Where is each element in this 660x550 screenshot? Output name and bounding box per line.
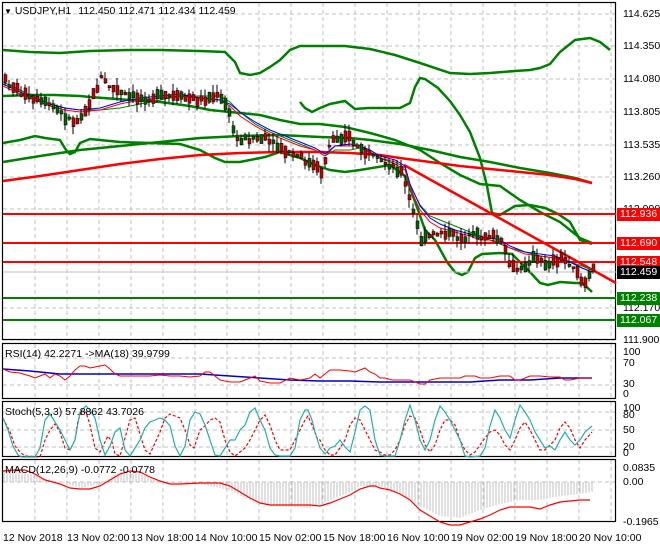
rsi-axis-label: 30 [623, 378, 635, 390]
rsi-panel-frame [1, 342, 617, 400]
bollinger-upper-late [299, 76, 593, 246]
time-label: 12 Nov 2018 [3, 532, 63, 544]
stoch-panel [2, 403, 593, 458]
support-tag: 112.238 [617, 292, 660, 305]
main-panel-frame [1, 1, 617, 341]
time-label: 16 Nov 10:00 [387, 532, 450, 544]
stoch-signal-line [2, 411, 593, 458]
price-label: 114.350 [623, 40, 660, 52]
macd-axis-label: 0.0835 [623, 462, 656, 474]
ohlc-values: 112.450 112.471 112.434 112.459 [78, 5, 236, 17]
bollinger-mid [2, 93, 593, 245]
stoch-axis-label: 50 [623, 424, 635, 436]
ema-mid [2, 85, 593, 273]
ema-slow [2, 81, 593, 271]
triangle-down-icon[interactable]: ▼ [4, 7, 12, 16]
resistance-tag: 112.690 [617, 237, 660, 250]
rsi-axis-label: 100 [623, 346, 641, 358]
stoch-axis-label: 0 [623, 447, 629, 459]
trendline-down [403, 163, 617, 285]
ma-long-red [2, 150, 593, 185]
price-label: 114.080 [623, 73, 660, 85]
rsi-title: RSI(14) 42.2271 ->MA(18) 39.9799 [5, 348, 170, 360]
price-label: 113.535 [623, 139, 660, 151]
stoch-title: Stoch(5,3,3) 57.8862 43.7026 [5, 406, 144, 418]
time-label: 15 Nov 18:00 [323, 532, 386, 544]
chart-header: ▼ USDJPY,H1 112.450 112.471 112.434 112.… [4, 5, 236, 18]
symbol-label: USDJPY,H1 [14, 5, 72, 17]
resistance-tag: 112.936 [617, 208, 660, 221]
time-label: 15 Nov 02:00 [259, 532, 322, 544]
stoch-axis-label: 80 [623, 409, 635, 421]
macd-panel [2, 469, 593, 526]
time-label: 13 Nov 18:00 [131, 532, 194, 544]
time-label: 14 Nov 10:00 [195, 532, 258, 544]
price-label: 112.170 [623, 302, 660, 314]
stoch-axis-label: 100 [623, 402, 641, 414]
price-label: 113.805 [623, 106, 660, 118]
panel-frames [1, 1, 617, 523]
time-label: 20 Nov 10:00 [579, 532, 642, 544]
main-price-panel [2, 36, 617, 321]
price-label: 113.260 [623, 171, 660, 183]
stoch-panel-frame [1, 400, 617, 458]
price-label: 114.625 [623, 8, 660, 20]
macd-signal-line [2, 469, 590, 526]
rsi-line [2, 364, 592, 385]
stoch-axis-label: 20 [623, 441, 635, 453]
macd-axis-label: -0.1965 [623, 516, 659, 528]
macd-histogram [3, 470, 593, 518]
bollinger-upper [2, 36, 611, 77]
time-label: 13 Nov 02:00 [67, 532, 130, 544]
macd-title: MACD(12,26,9) -0.0772 -0.0778 [5, 464, 155, 476]
price-label: 111.900 [623, 334, 660, 346]
candlesticks [3, 71, 596, 292]
stoch-main-line [2, 403, 593, 458]
rsi-axis-label: 0 [623, 388, 629, 400]
resistance-tag: 112.548 [617, 256, 660, 269]
rsi-axis-label: 70 [623, 357, 635, 369]
support-tag: 112.067 [617, 314, 660, 327]
time-label: 19 Nov 02:00 [451, 532, 514, 544]
time-label: 19 Nov 18:00 [515, 532, 578, 544]
macd-panel-frame [1, 458, 617, 523]
current-price-tag: 112.459 [617, 266, 660, 279]
macd-axis-label: 0.00 [623, 476, 644, 488]
rsi-panel [2, 364, 592, 385]
ma-long-green [2, 133, 593, 185]
